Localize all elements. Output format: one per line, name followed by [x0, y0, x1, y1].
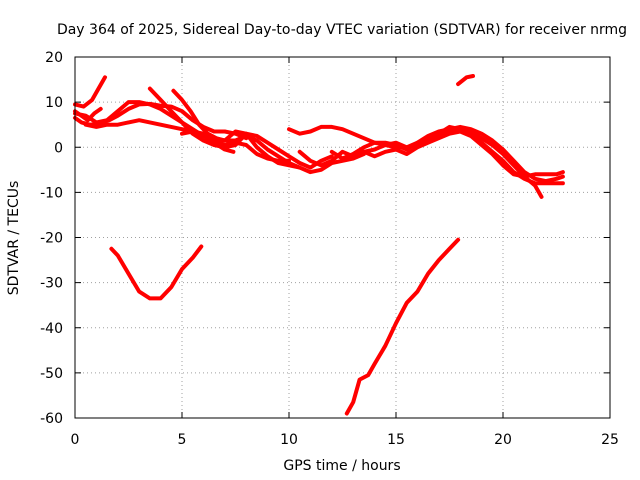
chart-title: Day 364 of 2025, Sidereal Day-to-day VTE… — [57, 22, 627, 38]
y-tick-labels: -60 -50 -40 -30 -20 -10 0 10 20 — [40, 50, 63, 427]
axis-ticks — [74, 56, 611, 419]
y-tick-label: -20 — [40, 231, 63, 247]
data-series — [73, 74, 565, 416]
x-axis-label: GPS time / hours — [283, 458, 400, 474]
y-tick-label: -40 — [40, 321, 63, 337]
series-arc-1 — [73, 75, 107, 109]
y-tick-label: -10 — [40, 185, 63, 201]
x-tick-label: 20 — [494, 432, 512, 448]
series-arc-8 — [180, 129, 291, 163]
x-tick-label: 15 — [387, 432, 405, 448]
x-tick-label: 0 — [71, 432, 80, 448]
x-tick-label: 10 — [280, 432, 298, 448]
x-tick-label: 5 — [178, 432, 187, 448]
x-tick-labels: 0 5 10 15 20 25 — [71, 432, 619, 448]
series-arc-10 — [297, 127, 544, 199]
series-arc-9 — [287, 124, 565, 184]
y-tick-label: -60 — [40, 411, 63, 427]
series-arc-15 — [344, 237, 461, 416]
grid-lines — [75, 57, 610, 418]
series-arc-14 — [109, 244, 204, 301]
y-tick-label: 0 — [54, 140, 63, 156]
y-tick-label: 20 — [45, 50, 63, 66]
y-tick-label: -30 — [40, 276, 63, 292]
x-tick-label: 25 — [601, 432, 619, 448]
series-arc-11 — [329, 124, 565, 186]
series-arc-13 — [456, 74, 475, 87]
y-axis-label: SDTVAR / TECUs — [6, 181, 22, 296]
y-tick-label: -50 — [40, 366, 63, 382]
series-arc-7 — [171, 88, 366, 175]
y-tick-label: 10 — [45, 95, 63, 111]
series-arc-12 — [361, 129, 565, 179]
